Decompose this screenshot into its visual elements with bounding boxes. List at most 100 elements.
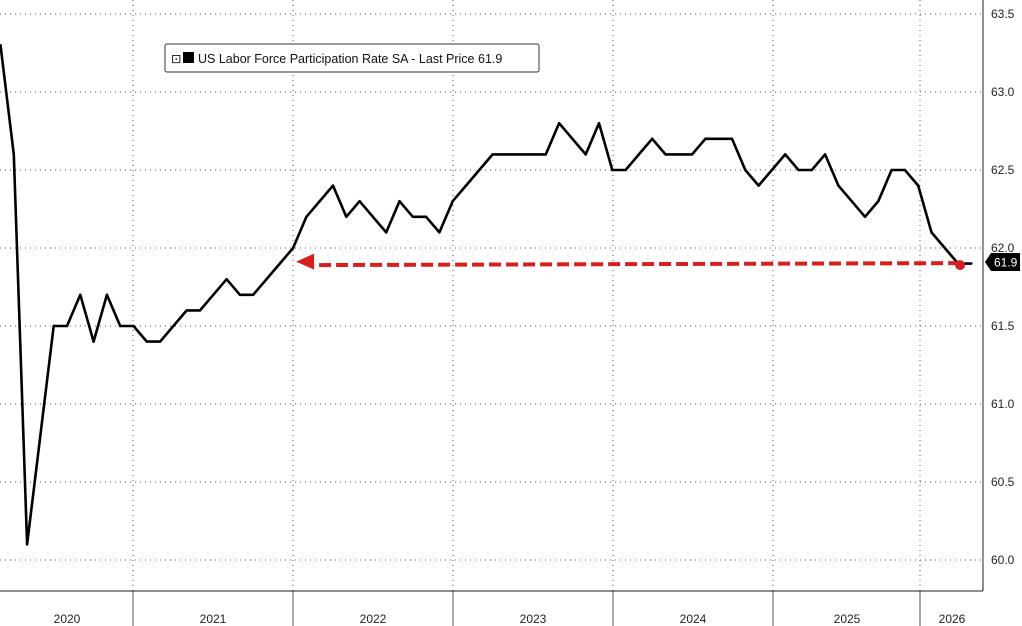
data-point [943, 246, 946, 250]
data-point [225, 278, 228, 281]
y-tick-label: 61.5 [991, 319, 1015, 333]
data-point [504, 153, 508, 156]
x-tick-label: 2023 [520, 612, 547, 626]
data-point [358, 200, 361, 203]
legend-label: US Labor Force Participation Rate SA - L… [198, 52, 502, 66]
y-tick-label: 63.5 [991, 7, 1015, 21]
x-tick-label: 2020 [54, 612, 81, 626]
data-point [198, 309, 202, 312]
data-point [624, 168, 627, 172]
data-point [597, 122, 601, 125]
data-point [690, 153, 694, 156]
data-point [757, 184, 760, 187]
axes [0, 0, 984, 592]
data-point [810, 168, 813, 172]
data-point [863, 215, 867, 218]
legend: ⊡ US Labor Force Participation Rate SA -… [164, 43, 540, 73]
data-point [385, 231, 388, 234]
data-point [730, 137, 734, 140]
data-point [531, 153, 534, 156]
data-point [172, 324, 175, 328]
x-tick-label: 2022 [360, 612, 387, 626]
data-point [917, 184, 920, 187]
data-point [451, 200, 454, 203]
data-point [744, 168, 747, 172]
data-point [119, 324, 122, 328]
data-point [25, 543, 29, 546]
legend-collapse-icon[interactable]: ⊡ [171, 52, 181, 66]
y-tick-label: 60.0 [991, 553, 1015, 567]
data-point [571, 137, 574, 140]
data-point [651, 137, 654, 140]
data-point [677, 153, 680, 156]
data-point [424, 215, 428, 218]
data-point [770, 168, 774, 172]
data-point [664, 153, 667, 156]
last-value-label: 61.9 [994, 256, 1018, 270]
data-point [637, 153, 641, 156]
data-point [305, 215, 308, 218]
data-point [145, 340, 148, 343]
data-point [478, 168, 481, 172]
last-value-tag-shape [985, 253, 1020, 271]
legend-swatch [183, 52, 194, 63]
data-point [65, 324, 69, 328]
data-point [398, 200, 401, 203]
data-point [132, 324, 135, 328]
data-point [491, 153, 494, 156]
data-point [252, 293, 255, 296]
data-point [318, 200, 321, 203]
data-point [557, 122, 561, 125]
data-point [185, 309, 188, 312]
data-point [584, 153, 587, 156]
data-point [784, 153, 787, 156]
data-point [877, 200, 880, 203]
x-tick-label: 2026 [939, 612, 966, 626]
data-point [797, 168, 800, 172]
data-point [850, 200, 853, 203]
data-point [544, 153, 547, 156]
series-layer [0, 44, 973, 546]
data-point [331, 184, 335, 187]
x-tick-label: 2025 [834, 612, 861, 626]
last-value-tag: 61.9 [985, 253, 1020, 271]
data-point [371, 215, 375, 218]
data-point [291, 246, 295, 250]
data-point [970, 262, 973, 265]
data-point [611, 168, 614, 172]
data-point [158, 340, 162, 343]
y-tick-label: 61.0 [991, 397, 1015, 411]
grid-lines [0, 0, 983, 626]
x-tick-label: 2024 [680, 612, 707, 626]
data-point [345, 215, 348, 218]
x-tick-label: 2021 [200, 612, 227, 626]
y-tick-label: 63.0 [991, 85, 1015, 99]
data-point [411, 215, 414, 218]
annotation-layer [296, 253, 966, 271]
data-point [92, 340, 95, 343]
annotation-arrowhead [296, 253, 315, 270]
data-point [837, 184, 840, 187]
data-point [105, 293, 109, 296]
data-point [212, 293, 215, 296]
data-point [464, 184, 468, 187]
data-point [823, 153, 827, 156]
data-point [79, 293, 82, 296]
data-point [238, 293, 242, 296]
data-point [903, 168, 907, 172]
data-point [704, 137, 707, 140]
data-point [518, 153, 521, 156]
annotation-endpoint [955, 260, 966, 271]
data-point [265, 278, 268, 281]
data-point [930, 231, 933, 234]
y-axis-tick-labels: 60.0 60.5 61.0 61.5 62.0 62.5 63.0 63.5 [991, 7, 1015, 567]
data-point [717, 137, 720, 140]
data-point [890, 168, 893, 172]
data-point [0, 44, 2, 47]
y-tick-label: 60.5 [991, 475, 1015, 489]
data-point [52, 324, 55, 328]
data-point [438, 231, 441, 234]
legend-box [164, 43, 540, 73]
y-tick-label: 62.5 [991, 163, 1015, 177]
